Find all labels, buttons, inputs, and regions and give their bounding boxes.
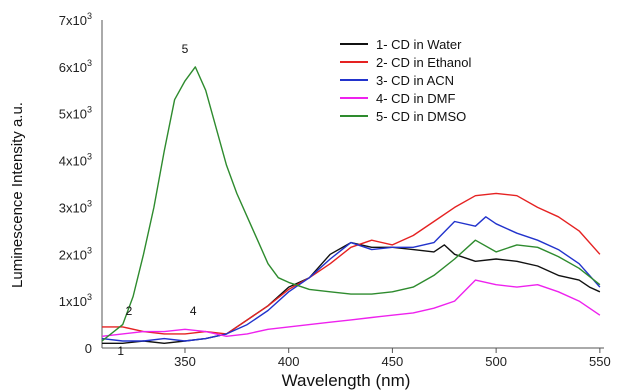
- series-layer: [101, 66, 601, 344]
- y-tick-label: 5x103: [59, 105, 92, 122]
- annotation-layer: 5 2 4 1: [117, 42, 197, 358]
- series-line-1: [102, 241, 601, 344]
- legend-label-4: 4- CD in DMF: [376, 91, 456, 106]
- series-line-3: [101, 216, 601, 342]
- y-axis-title: Luminescence Intensity a.u.: [9, 102, 26, 288]
- x-tick-label: 450: [382, 354, 404, 369]
- curve-number-label: 1: [117, 344, 124, 358]
- x-axis: 350 400 450 500 550: [102, 347, 611, 369]
- x-axis-title: Wavelength (nm): [282, 371, 411, 390]
- y-tick-label: 6x103: [59, 58, 92, 75]
- curve-number-label: 2: [126, 304, 133, 318]
- curve-number-label: 5: [182, 42, 189, 56]
- series-line-2: [102, 192, 601, 335]
- x-tick-label: 550: [589, 354, 611, 369]
- y-tick-label: 7x103: [59, 11, 92, 28]
- legend-label-2: 2- CD in Ethanol: [376, 55, 471, 70]
- y-tick-label: 4x103: [59, 152, 92, 169]
- legend: 1- CD in Water 2- CD in Ethanol 3- CD in A…: [340, 37, 471, 124]
- series-line-4: [101, 279, 601, 337]
- x-tick-label: 350: [174, 354, 196, 369]
- y-tick-label: 0: [85, 341, 92, 356]
- x-tick-label: 500: [485, 354, 507, 369]
- legend-label-3: 3- CD in ACN: [376, 73, 454, 88]
- legend-label-1: 1- CD in Water: [376, 37, 462, 52]
- x-tick-label: 400: [278, 354, 300, 369]
- y-tick-label: 1x103: [59, 292, 92, 309]
- curve-number-label: 4: [190, 304, 197, 318]
- y-axis: 0 1x103 2x103 3x103 4x103 5x103 6x103 7x103: [59, 11, 103, 356]
- y-tick-label: 2x103: [59, 245, 92, 262]
- legend-label-5: 5- CD in DMSO: [376, 109, 466, 124]
- y-tick-label: 3x103: [59, 198, 92, 215]
- series-line-5: [101, 66, 601, 342]
